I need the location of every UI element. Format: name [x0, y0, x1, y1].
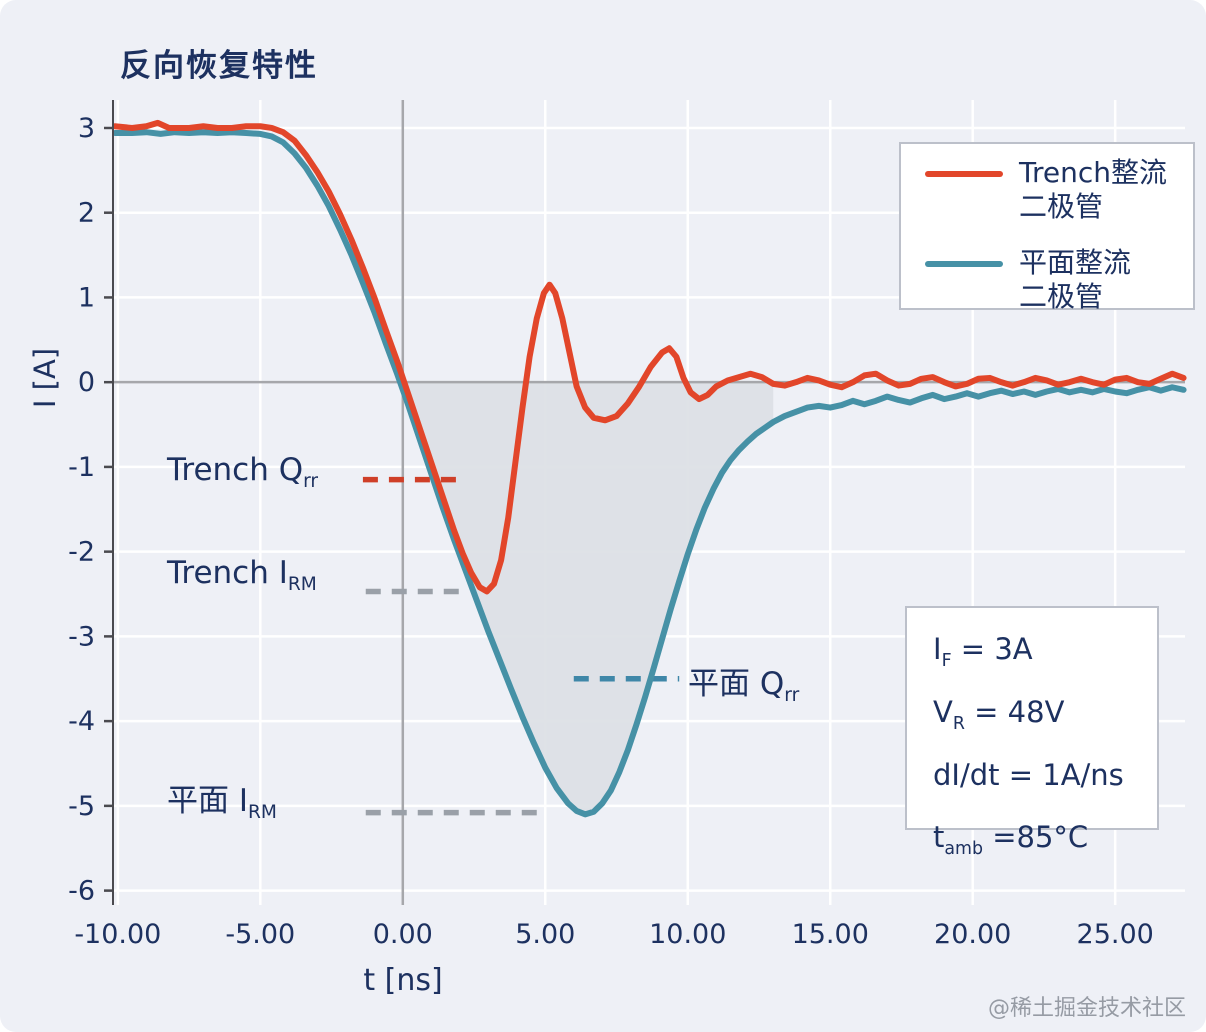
test-conditions-box: IF = 3A VR = 48V dI/dt = 1A/ns tamb =85°…	[905, 606, 1159, 859]
curve-平面整流二极管	[111, 129, 1187, 818]
legend-label-line: 二极管	[1019, 190, 1104, 223]
y-tick-label: -2	[68, 537, 95, 568]
annotation-sub: rr	[784, 685, 800, 707]
legend: Trench整流 二极管 平面整流 二极管	[899, 142, 1195, 313]
legend-item-planar: 平面整流 二极管	[925, 246, 1193, 314]
y-tick-label: -1	[68, 452, 95, 483]
planar-line-swatch	[925, 261, 1003, 267]
info-text: = 3A	[951, 632, 1033, 666]
trench-qrr-label: Trench Qrr	[167, 452, 318, 492]
y-tick-label: -4	[68, 706, 95, 737]
y-axis-title: I [A]	[28, 347, 62, 409]
info-line-didt: dI/dt = 1A/ns	[933, 750, 1157, 813]
info-text: V	[933, 694, 953, 729]
legend-label-line: 二极管	[1019, 280, 1104, 313]
x-axis-title: t [ns]	[363, 963, 443, 998]
y-tick-label: 3	[78, 113, 95, 144]
info-line-tamb: tamb =85°C	[933, 812, 1157, 875]
x-tick-label: 0.00	[373, 919, 433, 950]
info-text: I	[933, 632, 942, 666]
annotation-sub: RM	[248, 802, 277, 824]
trench-irm-label: Trench IRM	[167, 555, 317, 595]
x-tick-label: 15.00	[792, 919, 869, 950]
annotation-text: Trench Q	[167, 452, 304, 488]
annotation-text: Trench I	[167, 555, 288, 591]
annotation-text: 平面 Q	[688, 666, 785, 702]
info-text: t	[933, 820, 945, 855]
info-sub: R	[952, 713, 965, 734]
y-tick-label: -3	[68, 621, 95, 652]
planar-irm-label: 平面 IRM	[167, 775, 277, 823]
y-tick-label: -5	[68, 791, 95, 822]
x-tick-label: 25.00	[1077, 919, 1154, 950]
info-line-vr: VR = 48V	[933, 687, 1157, 750]
x-tick-label: 10.00	[649, 919, 726, 950]
watermark: @稀土掘金技术社区	[987, 996, 1186, 1021]
x-tick-label: -10.00	[74, 919, 161, 950]
x-tick-label: -5.00	[225, 919, 295, 950]
y-tick-label: 0	[78, 367, 95, 398]
info-line-if: IF = 3A	[933, 624, 1157, 687]
chart-title: 反向恢复特性	[120, 48, 318, 84]
y-tick-label: 2	[78, 198, 95, 229]
trench-line-swatch	[925, 171, 1003, 177]
info-sub: F	[941, 650, 952, 671]
info-sub: amb	[944, 839, 984, 860]
y-tick-label: 1	[78, 282, 95, 313]
annotation-sub: rr	[303, 471, 319, 493]
y-tick-label: -6	[68, 876, 95, 907]
legend-label: 平面整流 二极管	[1019, 246, 1131, 314]
legend-item-trench: Trench整流 二极管	[925, 156, 1193, 224]
annotation-sub: RM	[287, 574, 317, 596]
legend-label-line: 平面整流	[1019, 246, 1132, 279]
planar-qrr-label: 平面 Qrr	[688, 658, 799, 706]
x-tick-label: 5.00	[515, 919, 575, 950]
qrr-shaded-area	[402, 382, 774, 815]
curve-Trench整流二极管	[111, 119, 1187, 595]
info-text: = 48V	[964, 694, 1065, 729]
annotation-text: 平面 I	[167, 783, 248, 819]
info-text: =85°C	[983, 820, 1089, 855]
info-text: dI/dt = 1A/ns	[933, 757, 1124, 792]
legend-label-line: Trench整流	[1019, 156, 1167, 189]
x-tick-label: 20.00	[934, 919, 1011, 950]
legend-label: Trench整流 二极管	[1019, 156, 1167, 224]
